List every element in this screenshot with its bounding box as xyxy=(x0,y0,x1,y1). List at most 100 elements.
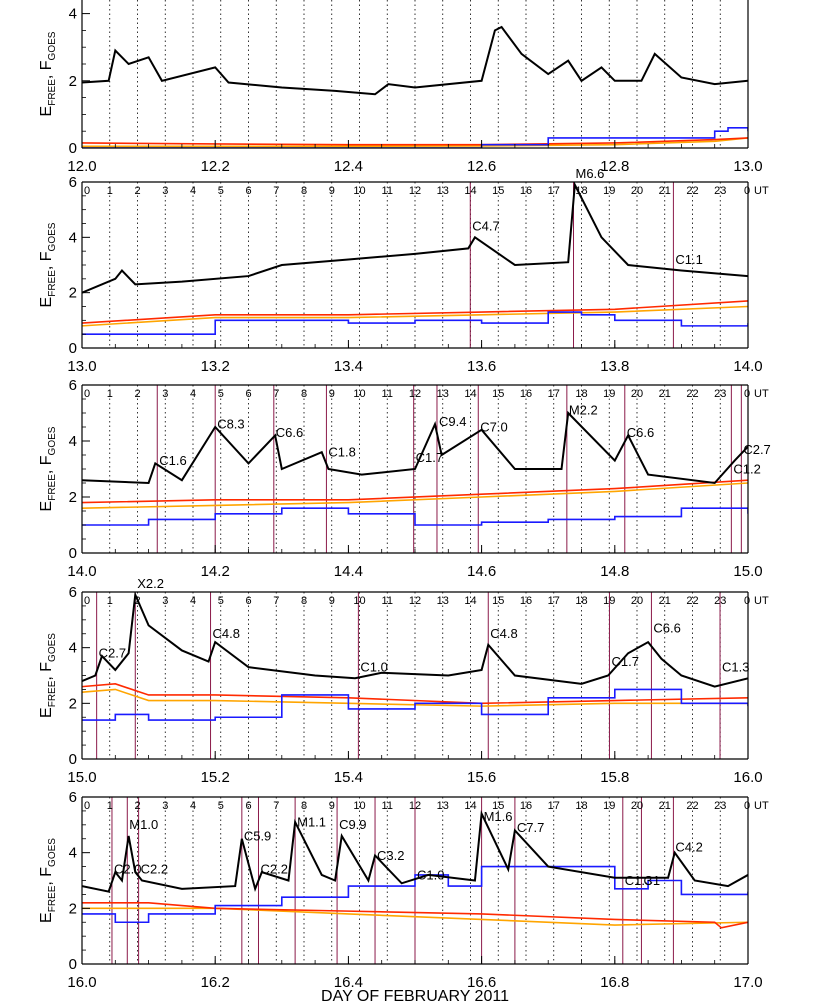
x-tick-label: 14.8 xyxy=(600,563,629,580)
hour-label: 5 xyxy=(218,800,224,812)
hour-label: 9 xyxy=(329,800,335,812)
hour-label: 12 xyxy=(409,595,421,607)
hour-label: 11 xyxy=(382,800,393,812)
y-tick-label: 2 xyxy=(69,900,77,917)
hour-label: 1 xyxy=(107,595,113,607)
flare-label: C9.4 xyxy=(439,414,466,429)
x-tick-label: 15.6 xyxy=(467,769,496,786)
series-blue xyxy=(82,507,748,526)
hour-label: 21 xyxy=(659,800,671,812)
series-orange xyxy=(82,305,748,327)
hour-label: 3 xyxy=(162,185,168,197)
hour-label: 19 xyxy=(603,595,615,607)
series-blue xyxy=(82,311,748,335)
hour-label: 16 xyxy=(520,595,532,607)
y-tick-label: 2 xyxy=(69,695,77,712)
hour-label: 19 xyxy=(603,388,615,400)
hour-label: 19 xyxy=(603,800,615,812)
hour-label: 20 xyxy=(631,185,643,197)
y-tick-label: 0 xyxy=(69,340,77,357)
hour-label: 3 xyxy=(162,800,168,812)
hour-label: 7 xyxy=(273,595,279,607)
x-tick-label: 13.6 xyxy=(467,358,496,375)
hour-label: 0 xyxy=(744,595,750,607)
hour-label: 10 xyxy=(353,388,365,400)
y-tick-label: 0 xyxy=(69,751,77,768)
x-tick-label: 12.4 xyxy=(334,158,363,175)
x-tick-label: 12.6 xyxy=(467,158,496,175)
x-tick-label: 15.0 xyxy=(733,563,762,580)
hour-label: 23 xyxy=(714,595,726,607)
hour-label: 4 xyxy=(190,388,196,400)
hour-label: 12 xyxy=(409,185,421,197)
flare-label: C4.2 xyxy=(675,839,702,854)
x-tick-label: 14.0 xyxy=(733,358,762,375)
hour-label: 13 xyxy=(437,185,449,197)
flare-label: M1.0 xyxy=(129,817,158,832)
x-tick-label: 16.0 xyxy=(733,769,762,786)
hour-label: 0 xyxy=(744,185,750,197)
hour-label: 22 xyxy=(686,388,698,400)
hour-label: 21 xyxy=(659,185,671,197)
x-axis-title: DAY OF FEBRUARY 2011 xyxy=(321,988,509,1001)
x-tick-label: 16.8 xyxy=(600,974,629,991)
y-tick-label: 6 xyxy=(69,174,77,191)
ut-label: UT xyxy=(754,800,769,812)
x-tick-label: 13.0 xyxy=(67,358,96,375)
series-black xyxy=(82,592,748,688)
flare-label: C1.1 xyxy=(675,252,702,267)
hour-label: 15 xyxy=(492,800,504,812)
hour-label: 15 xyxy=(492,595,504,607)
hour-label: 6 xyxy=(245,595,251,607)
hour-label: 17 xyxy=(548,388,560,400)
x-tick-label: 12.8 xyxy=(600,158,629,175)
x-tick-label: 15.2 xyxy=(201,769,230,786)
x-tick-label: 17.0 xyxy=(733,974,762,991)
y-tick-label: 6 xyxy=(69,584,77,601)
hour-label: 9 xyxy=(329,595,335,607)
hour-label: 16 xyxy=(520,388,532,400)
series-red xyxy=(82,901,748,929)
hour-label: 14 xyxy=(464,185,476,197)
y-axis-label: EFREE, FGOES xyxy=(38,426,58,511)
ut-label: UT xyxy=(754,595,769,607)
hour-label: 13 xyxy=(437,388,449,400)
hour-label: 8 xyxy=(301,800,307,812)
hour-label: 11 xyxy=(382,388,393,400)
hour-label: 7 xyxy=(273,185,279,197)
flare-label: C8.3 xyxy=(217,417,244,432)
hour-label: 18 xyxy=(575,185,587,197)
x-tick-label: 14.0 xyxy=(67,563,96,580)
hour-label: 9 xyxy=(329,388,335,400)
x-tick-label: 13.2 xyxy=(201,358,230,375)
hour-label: 10 xyxy=(353,800,365,812)
hour-label: 5 xyxy=(218,595,224,607)
hour-label: 14 xyxy=(464,388,476,400)
hour-label: 10 xyxy=(353,595,365,607)
flare-label: C1.8 xyxy=(328,445,355,460)
flare-label: C1.3 xyxy=(625,873,652,888)
flare-label: C6.6 xyxy=(627,425,654,440)
y-tick-label: 2 xyxy=(69,285,77,302)
hour-label: 20 xyxy=(631,388,643,400)
hour-label: 14 xyxy=(464,595,476,607)
hour-label: 0 xyxy=(84,595,90,607)
x-tick-label: 13.0 xyxy=(733,158,762,175)
series-blue xyxy=(82,688,748,721)
flare-label: C1.6 xyxy=(159,453,186,468)
hour-label: 22 xyxy=(686,595,698,607)
hour-label: 5 xyxy=(218,185,224,197)
hour-label: 2 xyxy=(134,595,140,607)
x-tick-label: 16.4 xyxy=(334,974,363,991)
x-tick-label: 14.6 xyxy=(467,563,496,580)
flare-label: M1.1 xyxy=(297,814,326,829)
x-tick-label: 15.0 xyxy=(67,769,96,786)
hour-label: 2 xyxy=(134,800,140,812)
x-tick-label: 14.4 xyxy=(334,563,363,580)
y-tick-label: 2 xyxy=(69,489,77,506)
hour-label: 17 xyxy=(548,185,560,197)
x-tick-label: 15.4 xyxy=(334,769,363,786)
y-tick-label: 2 xyxy=(69,73,77,90)
x-tick-label: 12.0 xyxy=(67,158,96,175)
hour-label: 6 xyxy=(245,388,251,400)
